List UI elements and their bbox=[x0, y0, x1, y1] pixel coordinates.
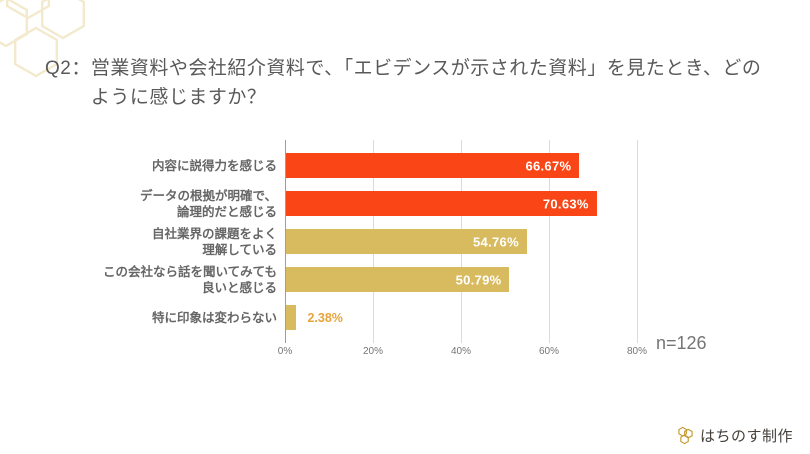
category-label: 特に印象は変わらない bbox=[151, 310, 277, 325]
value-label: 54.76% bbox=[473, 234, 519, 249]
axis-baseline bbox=[285, 140, 286, 343]
page-title: Q2： 営業資料や会社紹介資料で、「エビデンスが示された資料」を見たとき、どの … bbox=[45, 55, 761, 112]
x-tick-label: 80% bbox=[626, 346, 648, 357]
question-text-line2: ように感じますか？ bbox=[90, 86, 267, 108]
question-text-line1: 営業資料や会社紹介資料で、「エビデンスが示された資料」を見たとき、どの bbox=[90, 58, 762, 79]
bar-2: 70.63% bbox=[286, 191, 597, 216]
gridline bbox=[549, 140, 550, 343]
brand-name: はちのす制作 bbox=[700, 428, 794, 445]
x-tick-label: 20% bbox=[362, 346, 384, 357]
bar-chart: 66.67% 70.63% 54.76% 50.79% 2.38% bbox=[285, 140, 685, 343]
honeycomb-logo-icon bbox=[678, 426, 693, 445]
bar-4: 50.79% bbox=[286, 267, 510, 292]
value-label: 50.79% bbox=[455, 272, 502, 287]
sample-size-label: n=126 bbox=[656, 333, 707, 353]
bar-5 bbox=[286, 305, 297, 330]
category-label: 内容に説得力を感じる bbox=[151, 158, 277, 173]
x-tick-label: 40% bbox=[450, 346, 472, 357]
x-tick-label: 60% bbox=[538, 346, 560, 357]
bar-3: 54.76% bbox=[286, 229, 527, 254]
bar-1: 66.67% bbox=[286, 153, 580, 178]
category-label: この会社なら話を聞いてみても 良いと感じる bbox=[102, 264, 277, 295]
value-label: 2.38% bbox=[307, 310, 343, 325]
value-label: 70.63% bbox=[542, 196, 589, 211]
question-number: Q2： bbox=[45, 58, 91, 79]
brand-logo: はちのす制作 bbox=[676, 425, 793, 446]
question-text: 営業資料や会社紹介資料で、「エビデンスが示された資料」を見たとき、どの ように感… bbox=[91, 55, 762, 112]
category-label: データの根拠が明確で、 論理的だと感じる bbox=[139, 188, 277, 219]
value-label: 66.67% bbox=[525, 158, 572, 173]
category-label: 自社業界の課題をよく 理解している bbox=[151, 226, 277, 257]
x-tick-label: 0% bbox=[277, 346, 293, 357]
gridline bbox=[637, 140, 638, 343]
